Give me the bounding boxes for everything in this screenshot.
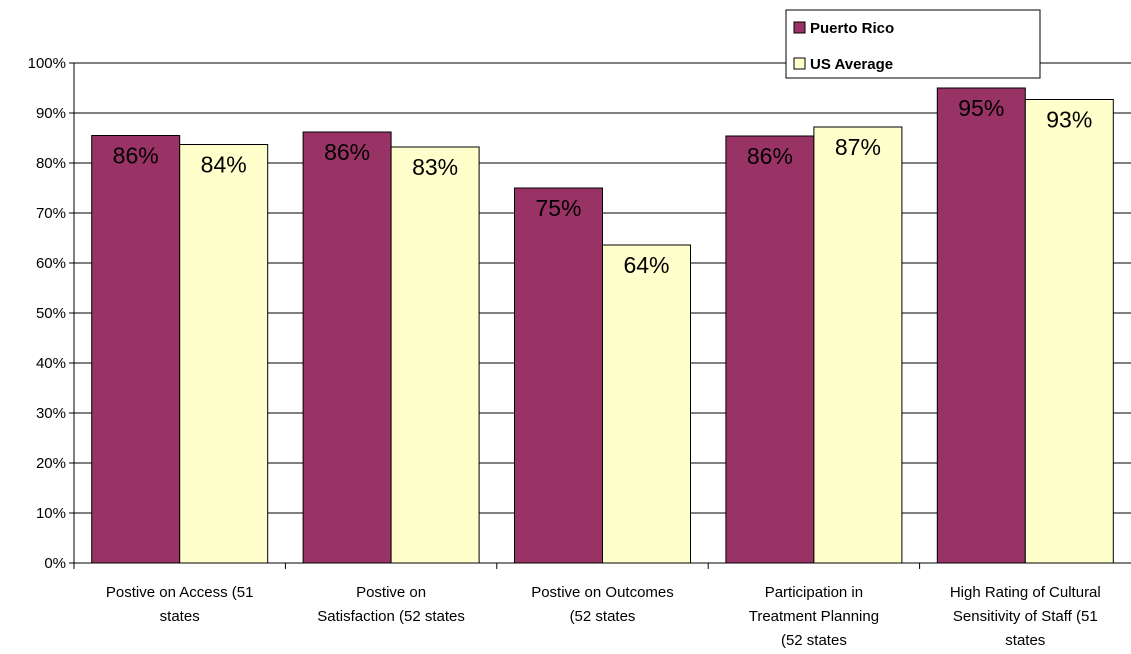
bar-us-average [813,126,903,564]
y-tick-label: 50% [36,305,66,322]
y-tick-label: 10% [36,505,66,522]
axes [69,62,1131,569]
data-label: 64% [623,252,669,278]
category-label: Participation in Treatment Planning (52 st… [749,584,879,649]
y-axis-tick-labels: 0% 10% 20% 30% 40% 50% 60% 70% 80% 90% 100% [28,55,66,572]
y-tick-label: 60% [36,255,66,272]
category-label: High Rating of Cultural Sensitivity of St… [950,584,1101,649]
legend-box [785,9,1041,79]
bar-puerto-rico [91,135,181,564]
y-tick-label: 20% [36,455,66,472]
legend-swatch-puerto-rico [793,21,806,34]
bar-us-average [390,146,480,564]
legend-label-puerto-rico: Puerto Rico [810,20,894,37]
data-label: 83% [412,154,458,180]
y-tick-label: 80% [36,155,66,172]
data-label: 84% [201,152,247,178]
bar-puerto-rico [514,187,603,564]
bar-us-average [1024,99,1114,564]
category-label: Postive on Satisfaction (52 states [317,584,465,625]
bar-puerto-rico [302,131,392,564]
x-axis-category-labels: Postive on Access (51 states Postive on Sat… [106,584,1101,649]
bars [91,87,1114,564]
data-label: 86% [113,143,159,169]
y-tick-label: 90% [36,105,66,122]
bar-puerto-rico [936,87,1026,564]
legend: Puerto Rico US Average [785,9,1041,79]
bar-us-average [179,144,269,564]
y-tick-label: 0% [44,555,66,572]
bar-puerto-rico [725,135,815,564]
data-label: 75% [535,195,581,221]
data-label: 86% [747,143,793,169]
y-tick-label: 100% [28,55,66,72]
data-label: 95% [958,95,1004,121]
y-tick-label: 30% [36,405,66,422]
y-tick-label: 70% [36,205,66,222]
data-label: 93% [1046,107,1092,133]
y-tick-label: 40% [36,355,66,372]
bar-us-average [602,244,691,564]
legend-swatch-us-average [793,57,806,70]
data-label: 86% [324,139,370,165]
legend-label-us-average: US Average [810,56,893,73]
data-label: 87% [835,134,881,160]
data-labels: 86% 84% 86% 83% 75% 64% 86% 87% 95% 93% [113,95,1093,278]
category-label: Postive on Access (51 states [106,584,254,625]
category-label: Postive on Outcomes (52 states [531,584,674,625]
